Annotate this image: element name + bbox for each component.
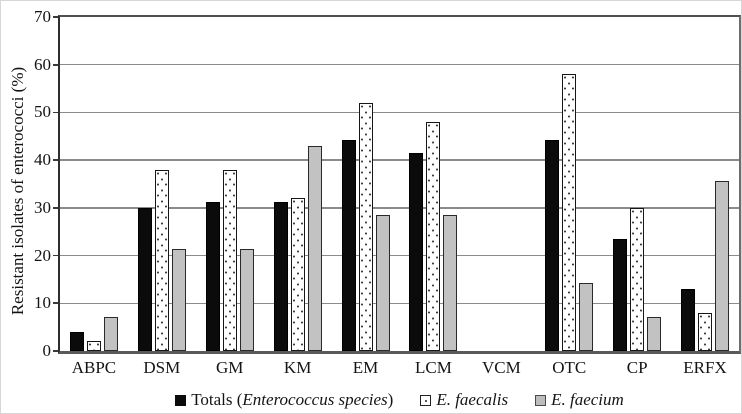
gridline-40 xyxy=(60,159,739,161)
x-axis-label-dsm: DSM xyxy=(143,358,181,377)
bar-group-otc xyxy=(535,17,603,351)
bar-totals-cp xyxy=(613,239,628,351)
legend-label-e-faecalis: E. faecalis xyxy=(436,390,509,409)
bar-group-km xyxy=(264,17,332,351)
x-axis-label-em: EM xyxy=(352,358,379,377)
legend-label-e-faecium: E. faecium xyxy=(551,390,624,409)
bar-totals-gm xyxy=(205,202,220,351)
bar-group-lcm xyxy=(400,17,468,351)
bar-group-vcm xyxy=(467,17,535,351)
bar-e-faecalis-dsm xyxy=(154,169,169,351)
x-axis-label-cp: CP xyxy=(626,358,648,377)
bar-group-gm xyxy=(196,17,264,351)
y-tick-mark-50 xyxy=(53,111,58,114)
y-tick-mark-20 xyxy=(53,254,58,257)
bar-totals-abpc xyxy=(69,332,84,351)
gridline-60 xyxy=(60,64,739,66)
bar-e-faecium-otc xyxy=(579,282,594,351)
bar-totals-km xyxy=(273,202,288,351)
bar-totals-lcm xyxy=(409,152,424,351)
bar-group-erfx xyxy=(671,17,739,351)
plot-area xyxy=(58,15,741,354)
bar-totals-erfx xyxy=(681,288,696,351)
bar-totals-em xyxy=(341,140,356,351)
y-tick-label-60: 60 xyxy=(34,54,51,74)
gridline-10 xyxy=(60,302,739,304)
y-tick-mark-0 xyxy=(53,350,58,352)
bar-e-faecalis-cp xyxy=(630,207,645,351)
legend-swatch-e-faecium xyxy=(535,394,547,406)
y-tick-label-0: 0 xyxy=(42,341,52,360)
bar-e-faecium-erfx xyxy=(715,180,730,351)
bar-e-faecalis-otc xyxy=(562,74,577,351)
bar-e-faecalis-lcm xyxy=(426,121,441,351)
bar-e-faecalis-km xyxy=(290,198,305,351)
bar-e-faecium-km xyxy=(307,146,322,351)
bar-totals-dsm xyxy=(137,208,152,351)
y-tick-label-70: 70 xyxy=(34,7,51,26)
y-tick-mark-10 xyxy=(53,302,58,305)
bar-e-faecium-lcm xyxy=(443,214,458,351)
y-tick-label-10: 10 xyxy=(34,293,51,313)
x-axis-label-erfx: ERFX xyxy=(683,358,727,377)
y-tick-label-30: 30 xyxy=(34,197,51,217)
bar-e-faecium-dsm xyxy=(171,248,186,351)
x-axis: ABPC DSM GM KM EM LCM VCM OTC CP ERFX xyxy=(60,358,739,380)
y-tick-mark-30 xyxy=(53,207,58,209)
gridline-50 xyxy=(60,111,739,114)
x-axis-label-vcm: VCM xyxy=(481,358,521,377)
bar-e-faecalis-erfx xyxy=(698,312,713,351)
y-tick-label-40: 40 xyxy=(34,150,51,170)
x-axis-label-otc: OTC xyxy=(552,358,587,377)
x-axis-label-lcm: LCM xyxy=(415,358,452,377)
legend-label-totals: Totals (Enterococcus species) xyxy=(191,390,394,409)
y-tick-mark-70 xyxy=(53,16,58,18)
y-tick-label-20: 20 xyxy=(34,245,51,265)
y-tick-mark-60 xyxy=(53,63,58,66)
bar-e-faecium-em xyxy=(375,214,390,351)
legend-swatch-totals xyxy=(175,394,187,406)
bar-group-em xyxy=(332,17,400,351)
gridline-20 xyxy=(60,254,739,257)
bar-group-cp xyxy=(603,17,671,351)
legend: Totals (Enterococcus species) E. faecalis… xyxy=(58,388,741,412)
legend-item-totals: Totals (Enterococcus species) xyxy=(175,390,393,410)
bar-group-dsm xyxy=(128,17,196,351)
legend-swatch-e-faecalis xyxy=(420,394,432,406)
bar-e-faecalis-abpc xyxy=(86,341,101,351)
bar-e-faecium-gm xyxy=(239,248,254,351)
legend-item-e-faecium: E. faecium xyxy=(535,390,624,410)
bar-e-faecalis-em xyxy=(358,102,373,351)
legend-item-e-faecalis: E. faecalis xyxy=(420,390,508,410)
y-tick-label-50: 50 xyxy=(34,102,51,122)
x-axis-label-km: KM xyxy=(283,358,312,377)
y-tick-mark-40 xyxy=(53,159,58,161)
bar-e-faecium-cp xyxy=(647,317,662,351)
bar-e-faecalis-gm xyxy=(222,169,237,351)
bar-group-abpc xyxy=(60,17,128,351)
x-axis-label-abpc: ABPC xyxy=(71,358,117,377)
gridline-30 xyxy=(60,207,739,209)
bar-e-faecium-abpc xyxy=(103,317,118,351)
bar-totals-otc xyxy=(545,140,560,351)
x-axis-label-gm: GM xyxy=(216,358,244,377)
